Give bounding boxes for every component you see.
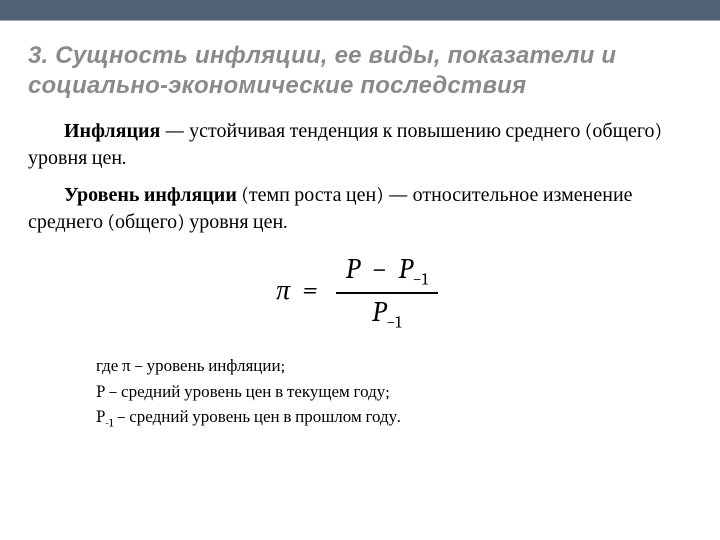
num-b: P (398, 253, 412, 285)
num-minus: − (372, 253, 386, 285)
legend-2-rest: – средний уровень цен в текущем году; (105, 383, 390, 402)
legend-1-rest: уровень инфляции; (147, 357, 285, 376)
legend-line-2: P – средний уровень цен в текущем году; (96, 380, 720, 406)
formula-denominator: P−1 (336, 294, 438, 333)
formula-lhs: π (276, 274, 290, 306)
legend-1-pre: где π – (96, 357, 147, 376)
formula-eq: = (302, 274, 317, 306)
legend-line-3: P-1 – средний уровень цен в прошлом году… (96, 405, 720, 432)
num-a: P (346, 253, 360, 285)
legend-2-sym: P (96, 383, 105, 402)
paragraph-2: Уровень инфляции (темп роста цен) — отно… (28, 181, 692, 235)
formula-legend: где π – уровень инфляции; P – средний ур… (96, 354, 720, 432)
formula-numerator: P − P−1 (336, 253, 438, 294)
paragraph-1: Инфляция — устойчивая тенденция к повыше… (28, 117, 692, 171)
top-accent-band (0, 0, 720, 21)
legend-line-1: где π – уровень инфляции; (96, 354, 720, 380)
term-inflation: Инфляция (64, 119, 160, 142)
legend-3-sym: P (96, 408, 105, 427)
num-b-sub: −1 (413, 271, 428, 290)
formula: π = P − P−1 P−1 (0, 253, 720, 332)
formula-fraction: P − P−1 P−1 (336, 253, 438, 332)
slide-body: Инфляция — устойчивая тенденция к повыше… (28, 117, 692, 235)
term-inflation-level: Уровень инфляции (64, 183, 237, 206)
legend-3-rest: – средний уровень цен в прошлом году. (113, 408, 400, 427)
den-p: P (372, 296, 386, 328)
den-sub: −1 (386, 313, 401, 332)
slide-title: 3. Сущность инфляции, ее виды, показател… (28, 41, 692, 101)
